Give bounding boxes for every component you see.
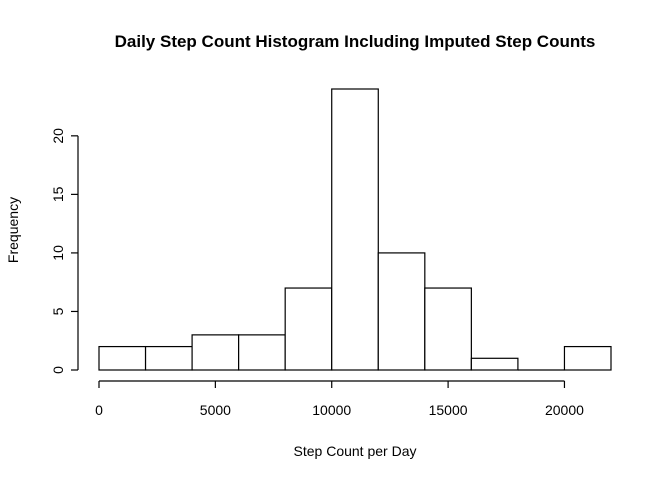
x-axis-label: Step Count per Day	[294, 443, 417, 459]
y-tick-label: 20	[50, 128, 66, 144]
histogram-bar	[331, 88, 379, 371]
histogram-bars	[98, 88, 612, 371]
histogram-bar	[144, 345, 193, 371]
y-tick-label: 5	[50, 307, 66, 315]
histogram-bar	[377, 252, 426, 371]
y-tick-label: 15	[50, 186, 66, 202]
chart-title: Daily Step Count Histogram Including Imp…	[115, 32, 596, 51]
histogram-bar	[98, 345, 147, 371]
histogram-bar	[191, 334, 240, 371]
y-tick-label: 10	[50, 245, 66, 261]
x-tick-label: 15000	[429, 402, 468, 418]
histogram-bar	[563, 345, 612, 371]
x-tick-label: 5000	[200, 402, 231, 418]
y-axis: 0 5 10 15 20	[50, 128, 79, 374]
x-tick-label: 10000	[312, 402, 351, 418]
y-axis-label: Frequency	[5, 197, 21, 263]
x-tick-label: 20000	[545, 402, 584, 418]
histogram-bar	[470, 357, 519, 371]
histogram-bar	[284, 287, 333, 371]
x-tick-label: 0	[95, 402, 103, 418]
y-tick-label: 0	[50, 366, 66, 374]
x-axis: 0 5000 10000 15000 20000	[95, 380, 584, 418]
histogram-bar	[238, 334, 286, 371]
histogram-bar	[424, 287, 472, 371]
